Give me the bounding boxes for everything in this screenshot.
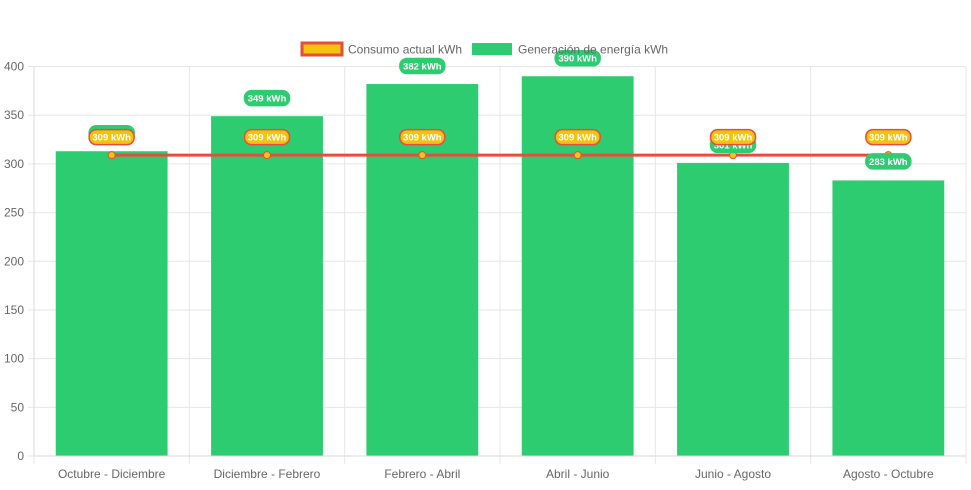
- generation-label-bg: [243, 89, 291, 107]
- x-tick-label: Junio - Agosto: [695, 467, 771, 481]
- consumption-label: 309 kWh: [88, 128, 135, 146]
- generation-label-text: 283 kWh: [869, 157, 908, 168]
- consumption-point[interactable]: [418, 151, 427, 160]
- y-tick-label: 50: [11, 400, 25, 414]
- grid: [33, 66, 967, 464]
- consumption-label-text: 309 kWh: [248, 133, 287, 144]
- consumption-label-text: 309 kWh: [714, 133, 753, 144]
- consumption-label: 309 kWh: [554, 128, 601, 146]
- y-tick-label: 200: [4, 254, 24, 268]
- consumption-point[interactable]: [107, 151, 116, 160]
- legend-item-generacion[interactable]: Generación de energía kWh: [472, 43, 668, 57]
- x-tick-label: Abril - Junio: [546, 467, 610, 481]
- y-tick-label: 300: [4, 157, 24, 171]
- x-tick-label: Febrero - Abril: [384, 467, 460, 481]
- y-tick-label: 100: [4, 352, 24, 366]
- consumption-label-text: 309 kWh: [403, 133, 442, 144]
- legend-swatch: [300, 41, 344, 57]
- consumption-label-bg: [399, 128, 446, 146]
- consumption-label-text: 309 kWh: [869, 133, 908, 144]
- consumption-label-bg: [243, 128, 291, 146]
- legend-swatch: [472, 43, 512, 55]
- generation-label: 349 kWh: [243, 89, 291, 107]
- generation-label: 283 kWh: [865, 153, 912, 170]
- y-tick-label: 400: [4, 60, 24, 74]
- consumption-label: 309 kWh: [709, 128, 757, 146]
- x-tick-label: Agosto - Octubre: [843, 467, 934, 481]
- generation-label-bg: [554, 49, 601, 67]
- generation-label: 382 kWh: [399, 57, 446, 75]
- y-tick-label: 250: [4, 206, 24, 220]
- generation-bar[interactable]: [677, 162, 789, 456]
- consumption-point[interactable]: [263, 151, 271, 160]
- axes: 0 50 100 150 200 250 300 350 400 Octubre - Diciem…: [4, 60, 966, 481]
- consumption-label-text: 309 kWh: [558, 133, 597, 144]
- generation-bar[interactable]: [211, 116, 323, 456]
- generation-label: 390 kWh: [554, 49, 601, 67]
- y-tick-label: 0: [17, 449, 24, 463]
- generation-bar[interactable]: [832, 180, 945, 456]
- legend-item-consumo[interactable]: Consumo actual kWh: [300, 41, 462, 57]
- generation-bar[interactable]: [366, 84, 479, 456]
- consumption-label-bg: [865, 128, 912, 146]
- consumption-label: 309 kWh: [399, 128, 446, 146]
- consumption-label-bg: [88, 128, 135, 146]
- x-tick-label: Octubre - Diciembre: [58, 467, 166, 481]
- generation-label-text: 390 kWh: [558, 54, 597, 65]
- generation-label-text: 349 kWh: [248, 94, 287, 105]
- generation-label-text: 301 kWh: [714, 140, 753, 151]
- legend-label: Generación de energía kWh: [518, 43, 668, 57]
- generation-label-bg: [399, 57, 446, 75]
- legend[interactable]: Consumo actual kWh Generación de energía …: [300, 41, 668, 57]
- consumption-point[interactable]: [573, 151, 582, 160]
- consumption-label: 309 kWh: [865, 128, 912, 146]
- consumption-label-bg: [554, 128, 601, 146]
- consumption-label-bg: [709, 128, 757, 146]
- consumption-label-text: 309 kWh: [92, 133, 131, 144]
- legend-label: Consumo actual kWh: [348, 43, 462, 57]
- x-tick-label: Diciembre - Febrero: [214, 467, 321, 481]
- y-tick-label: 350: [4, 108, 24, 122]
- generation-label-text: 382 kWh: [403, 62, 442, 73]
- generation-label-bg: [865, 153, 912, 170]
- consumption-label: 309 kWh: [243, 128, 291, 146]
- y-tick-label: 150: [4, 303, 24, 317]
- generation-bar[interactable]: [55, 151, 168, 456]
